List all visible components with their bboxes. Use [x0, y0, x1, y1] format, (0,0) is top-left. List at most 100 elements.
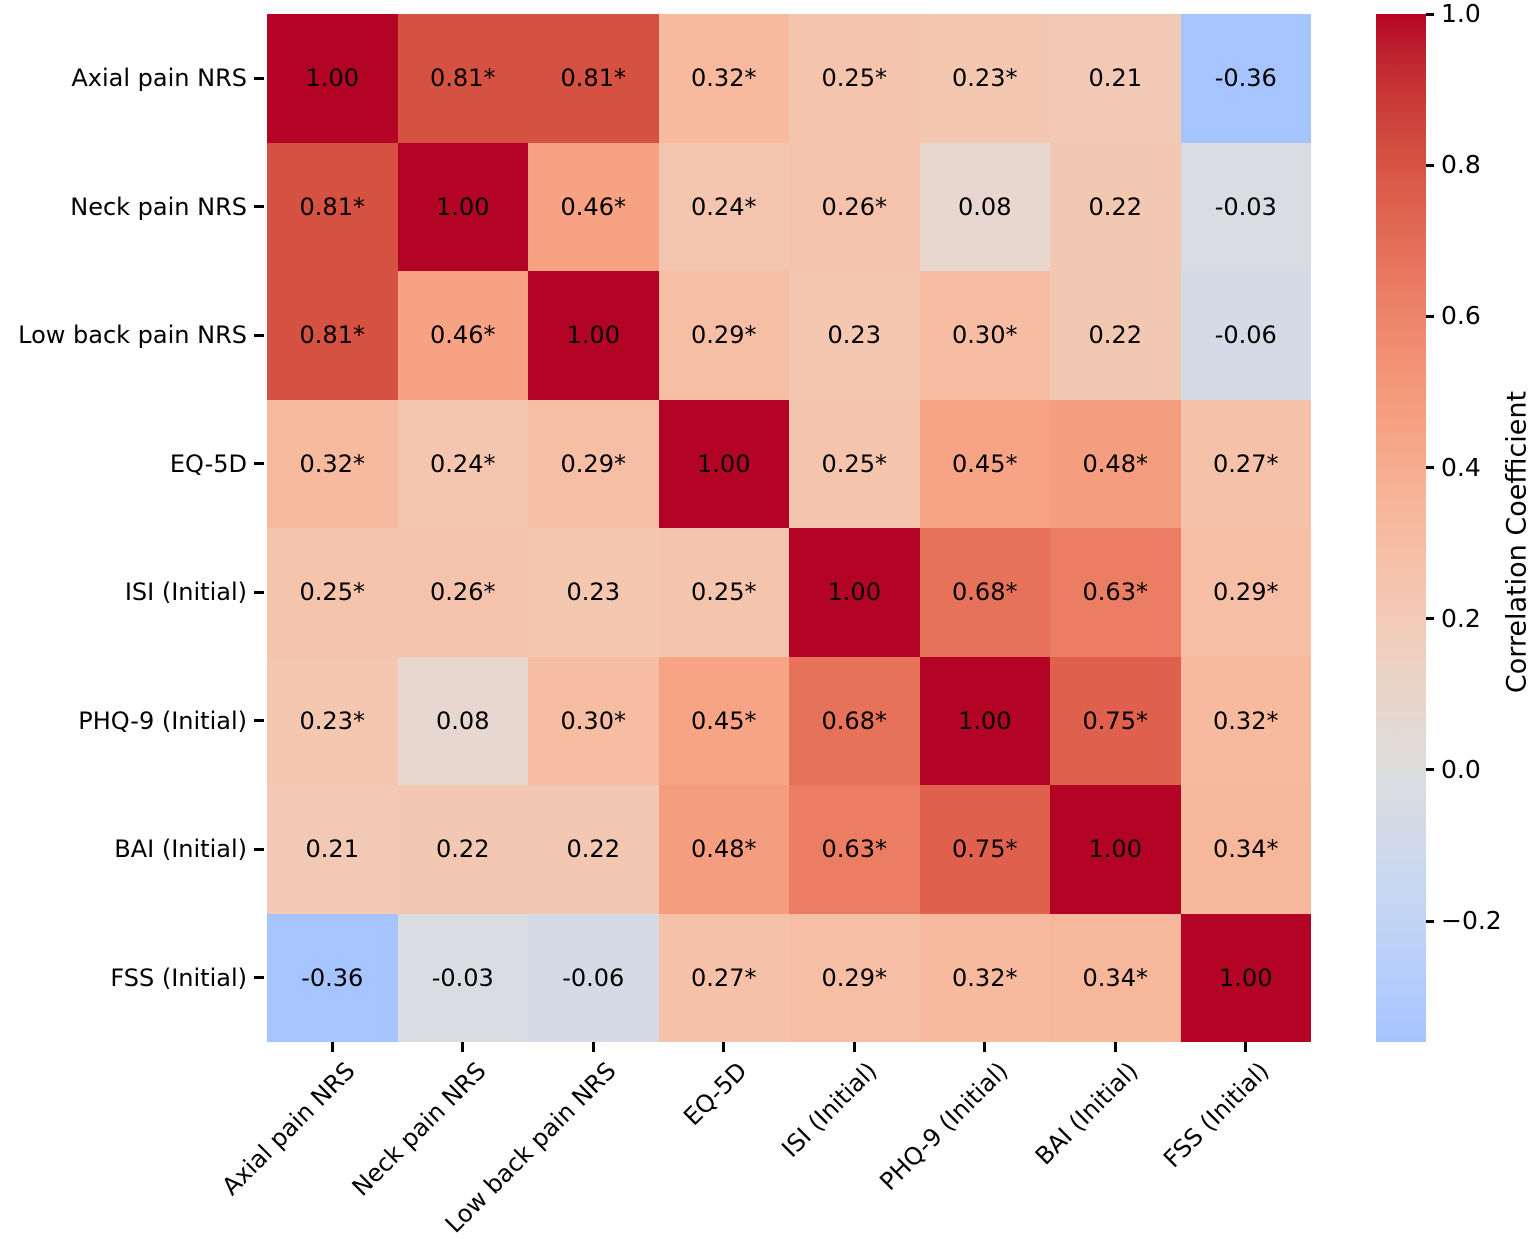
colorbar-tick-mark	[1426, 12, 1434, 16]
cell-value: -0.06	[1214, 321, 1277, 350]
y-tick-mark	[254, 205, 264, 209]
heatmap-cell: 0.22	[1050, 271, 1181, 400]
cell-value: 0.24*	[691, 192, 757, 221]
cell-value: 0.22	[1088, 321, 1142, 350]
y-tick-mark	[254, 847, 264, 851]
cell-value: 0.29*	[691, 321, 757, 350]
colorbar-tick-label: 0.2	[1441, 603, 1481, 633]
heatmap-cell: 0.32*	[919, 913, 1050, 1042]
cell-value: 0.08	[958, 192, 1012, 221]
heatmap-cell: 0.68*	[789, 656, 920, 785]
heatmap-cell: 0.29*	[658, 271, 789, 400]
heatmap-cell: 0.21	[267, 785, 398, 914]
cell-value: 0.23*	[299, 706, 365, 735]
heatmap-cell: -0.06	[528, 913, 659, 1042]
x-tick-mark	[852, 1042, 856, 1052]
heatmap-cell: 0.21	[1050, 14, 1181, 143]
heatmap-cell: 0.81*	[267, 142, 398, 271]
colorbar-tick-label: 0.8	[1441, 150, 1481, 180]
heatmap-cell: 0.32*	[1180, 656, 1311, 785]
cell-value: 0.23	[566, 578, 620, 607]
cell-value: 0.25*	[299, 578, 365, 607]
heatmap-cell: 0.25*	[267, 528, 398, 657]
cell-value: 0.27*	[691, 963, 757, 992]
y-tick-mark	[254, 976, 264, 980]
colorbar-tick-mark	[1426, 314, 1434, 318]
heatmap-cell: 0.63*	[789, 785, 920, 914]
cell-value: 0.32*	[299, 449, 365, 478]
heatmap-cell: 0.22	[528, 785, 659, 914]
heatmap-cell: 0.08	[397, 656, 528, 785]
cell-value: 1.00	[305, 64, 359, 93]
colorbar-tick-mark	[1426, 163, 1434, 167]
cell-value: 0.48*	[1082, 449, 1148, 478]
cell-value: 0.08	[436, 706, 490, 735]
heatmap-cell: 0.29*	[789, 913, 920, 1042]
heatmap-cell: 1.00	[919, 656, 1050, 785]
colorbar-axis-label: Correlation Coefficient	[1501, 390, 1533, 694]
y-tick-label: Low back pain NRS	[18, 321, 247, 350]
cell-value: 0.45*	[952, 449, 1018, 478]
heatmap-cell: 0.25*	[789, 14, 920, 143]
x-tick-mark	[591, 1042, 595, 1052]
cell-value: 0.81*	[299, 192, 365, 221]
cell-value: 0.22	[566, 835, 620, 864]
cell-value: 0.63*	[821, 835, 887, 864]
heatmap-cell: 1.00	[397, 142, 528, 271]
heatmap-cell: 0.24*	[658, 142, 789, 271]
cell-value: 1.00	[1219, 963, 1273, 992]
cell-value: 0.29*	[821, 963, 887, 992]
cell-value: 0.81*	[560, 64, 626, 93]
cell-value: 0.75*	[1082, 706, 1148, 735]
y-tick-label: Axial pain NRS	[71, 64, 247, 93]
cell-value: 0.29*	[560, 449, 626, 478]
cell-value: -0.36	[1214, 64, 1277, 93]
colorbar-tick-label: 1.0	[1441, 0, 1481, 28]
heatmap-cell: 0.46*	[397, 271, 528, 400]
cell-value: 0.30*	[952, 321, 1018, 350]
cell-value: 0.81*	[430, 64, 496, 93]
cell-value: 1.00	[436, 192, 490, 221]
cell-value: 0.23*	[952, 64, 1018, 93]
heatmap-cell: 0.24*	[397, 399, 528, 528]
y-tick-mark	[254, 462, 264, 466]
cell-value: -0.36	[301, 963, 364, 992]
heatmap-cell: -0.36	[267, 913, 398, 1042]
heatmap-cell: 1.00	[789, 528, 920, 657]
heatmap-cell: 0.29*	[1180, 528, 1311, 657]
heatmap-cell: 0.48*	[1050, 399, 1181, 528]
x-tick-mark	[1244, 1042, 1248, 1052]
cell-value: 0.21	[1088, 64, 1142, 93]
heatmap-cell: 0.08	[919, 142, 1050, 271]
heatmap-cell: 0.27*	[1180, 399, 1311, 528]
y-tick-label: BAI (Initial)	[114, 835, 247, 864]
heatmap-cell: 0.26*	[397, 528, 528, 657]
colorbar-tick-label: 0.4	[1441, 452, 1481, 482]
y-tick-mark	[254, 719, 264, 723]
heatmap-cell: 0.81*	[267, 271, 398, 400]
cell-value: 0.26*	[430, 578, 496, 607]
cell-value: 0.46*	[430, 321, 496, 350]
colorbar-tick-label: 0.0	[1441, 754, 1481, 784]
cell-value: 0.25*	[821, 64, 887, 93]
heatmap-cell: 0.34*	[1180, 785, 1311, 914]
heatmap-cell: -0.03	[397, 913, 528, 1042]
heatmap-cell: -0.36	[1180, 14, 1311, 143]
heatmap-cell: -0.03	[1180, 142, 1311, 271]
cell-value: -0.03	[431, 963, 494, 992]
cell-value: 0.26*	[821, 192, 887, 221]
heatmap-cell: 0.75*	[1050, 656, 1181, 785]
cell-value: 1.00	[827, 578, 881, 607]
cell-value: 0.29*	[1213, 578, 1279, 607]
cell-value: 1.00	[697, 449, 751, 478]
y-tick-label: ISI (Initial)	[124, 578, 247, 607]
cell-value: -0.06	[562, 963, 625, 992]
cell-value: 0.22	[436, 835, 490, 864]
colorbar-tick-mark	[1426, 919, 1434, 923]
cell-value: 1.00	[566, 321, 620, 350]
heatmap-cell: 0.30*	[919, 271, 1050, 400]
heatmap-cell: 0.23*	[267, 656, 398, 785]
heatmap-cell: 1.00	[658, 399, 789, 528]
heatmap-cell: 0.25*	[658, 528, 789, 657]
heatmap-cell: 0.23	[789, 271, 920, 400]
